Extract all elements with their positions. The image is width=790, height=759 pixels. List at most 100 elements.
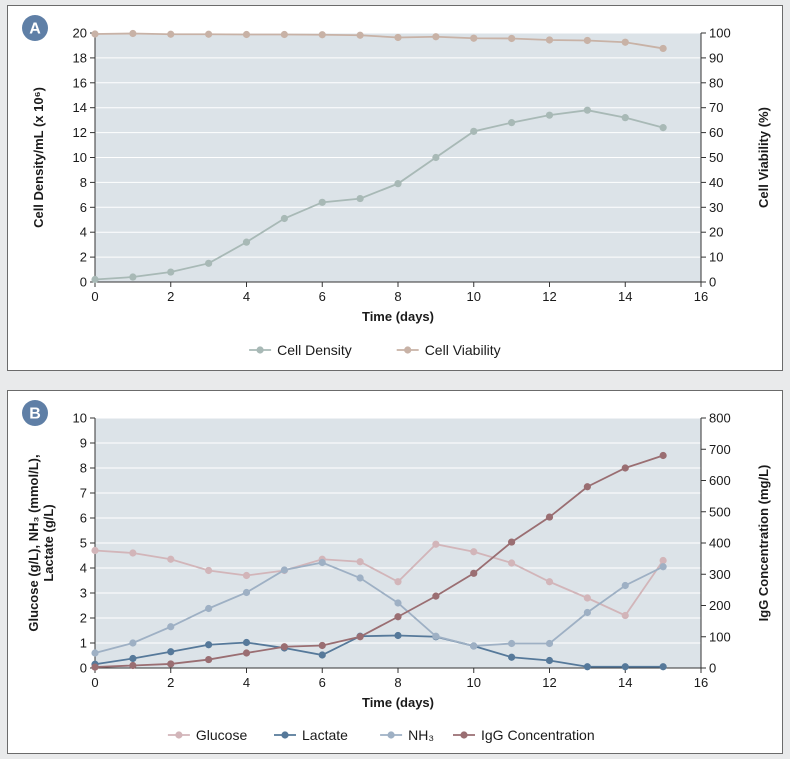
y-left-tick-label: 6	[80, 200, 87, 215]
data-point	[545, 36, 554, 44]
legend-marker	[256, 346, 264, 354]
y-left-tick-label: 10	[73, 150, 87, 165]
y-left-tick-label: 0	[80, 275, 87, 290]
data-point	[432, 33, 440, 41]
data-point	[167, 660, 175, 668]
panel-label: A	[29, 21, 41, 38]
data-point	[621, 611, 629, 620]
series-line-0	[94, 109, 664, 281]
y-right-tick-label: 200	[709, 598, 731, 613]
data-point	[659, 556, 667, 565]
series-line-1	[94, 32, 664, 50]
y-right-tick-label: 80	[709, 75, 723, 90]
data-point	[129, 661, 137, 670]
data-point	[394, 631, 402, 640]
y-right-tick-label: 90	[709, 50, 723, 65]
data-point	[129, 639, 137, 647]
series-line-1	[94, 634, 664, 668]
y-left-tick-label: 2	[80, 611, 87, 626]
data-point	[583, 36, 591, 45]
x-tick-label: 16	[694, 289, 708, 304]
data-point	[583, 483, 591, 491]
x-tick-label: 0	[91, 289, 98, 304]
y-right-tick-label: 30	[709, 200, 723, 215]
data-point	[280, 30, 288, 39]
y-left-tick-label: 14	[73, 100, 87, 115]
data-point	[583, 663, 591, 671]
y-right-tick-label: 600	[709, 473, 731, 488]
data-point	[280, 566, 288, 574]
data-point	[659, 563, 667, 571]
data-point	[167, 623, 175, 631]
y-right-tick-label: 400	[709, 536, 731, 551]
y-right-tick-label: 0	[709, 275, 716, 290]
data-point	[508, 34, 516, 43]
legend-marker	[460, 731, 468, 739]
data-point	[167, 555, 175, 563]
data-point	[242, 571, 251, 580]
y-right-tick-label: 300	[709, 567, 731, 582]
data-point	[508, 559, 516, 567]
data-point	[621, 663, 629, 671]
data-point	[242, 638, 251, 647]
data-point	[470, 642, 478, 650]
data-point	[432, 632, 440, 640]
y-right-tick-label: 700	[709, 442, 731, 457]
y-left-tick-label: 1	[80, 636, 87, 651]
data-point	[205, 566, 213, 575]
legend-label: IgG Concentration	[481, 727, 595, 743]
data-point	[356, 558, 364, 566]
data-point	[621, 464, 629, 472]
x-tick-label: 12	[542, 675, 556, 690]
data-point	[394, 599, 402, 607]
y-left-tick-label: 0	[80, 661, 87, 676]
y-right-tick-label: 10	[709, 250, 723, 265]
data-point	[659, 124, 667, 132]
y-left-tick-label: 4	[80, 561, 87, 576]
panel-badge	[22, 15, 48, 41]
x-tick-label: 0	[91, 675, 98, 690]
data-point	[583, 608, 591, 617]
x-tick-label: 2	[167, 675, 174, 690]
data-point	[583, 594, 591, 602]
y-left-tick-label: 3	[80, 586, 87, 601]
data-point	[129, 549, 137, 557]
y-right-axis-label: IgG Concentration (mg/L)	[756, 465, 771, 622]
x-tick-label: 12	[542, 289, 556, 304]
y-right-tick-label: 20	[709, 225, 723, 240]
y-right-tick-label: 100	[709, 26, 731, 41]
data-point	[545, 578, 554, 586]
x-tick-label: 10	[467, 675, 481, 690]
data-point	[508, 653, 516, 661]
y-right-tick-label: 0	[709, 661, 716, 676]
y-right-tick-label: 40	[709, 175, 723, 190]
data-point	[470, 34, 478, 42]
data-point	[205, 259, 213, 267]
y-right-tick-label: 50	[709, 150, 723, 165]
y-left-axis-label: Cell Density/mL (x 10⁶)	[31, 87, 46, 228]
legend-label: Lactate	[302, 727, 348, 743]
y-right-tick-label: 60	[709, 125, 723, 140]
data-point	[621, 38, 629, 46]
data-point	[470, 127, 478, 135]
data-point	[91, 663, 99, 671]
panel-badge	[22, 400, 48, 426]
y-left-tick-label: 8	[80, 461, 87, 476]
data-point	[356, 574, 364, 582]
data-point	[129, 654, 137, 663]
legend-marker	[175, 731, 183, 739]
panel-a: 0 2 4 6 8 10 12 14 16 18 20 0 10 20 30 40 50 60 70 80 90 100 0…	[7, 5, 783, 371]
data-point	[242, 30, 251, 39]
data-point	[205, 641, 213, 649]
y-left-tick-label: 20	[73, 26, 87, 41]
data-point	[621, 581, 629, 590]
data-point	[659, 663, 667, 671]
series-line-2	[94, 561, 664, 654]
data-point	[432, 540, 440, 548]
data-point	[583, 106, 591, 114]
legend-label: Glucose	[196, 727, 248, 743]
data-point	[318, 31, 326, 39]
data-point	[242, 649, 251, 657]
y-left-tick-label: 2	[80, 250, 87, 265]
